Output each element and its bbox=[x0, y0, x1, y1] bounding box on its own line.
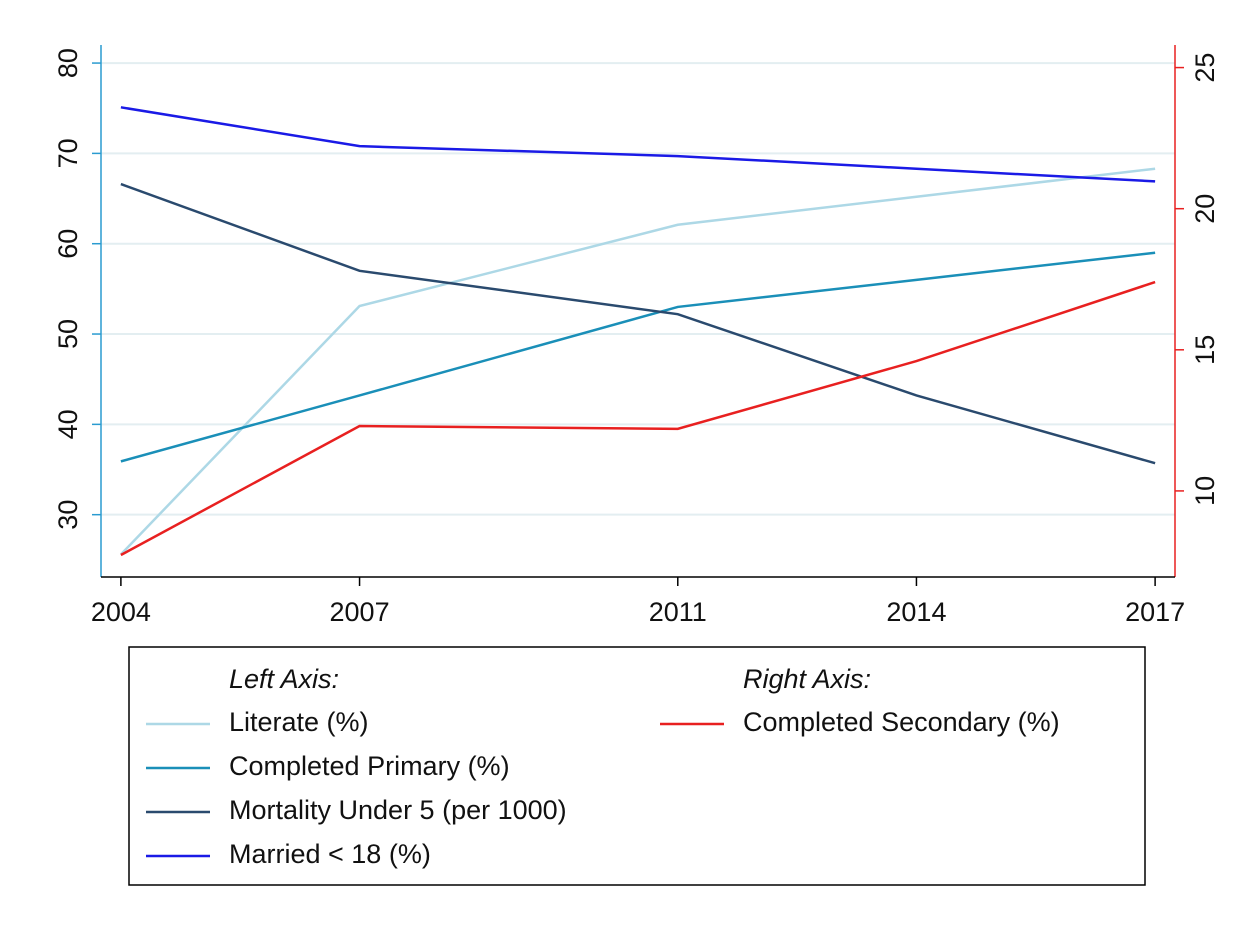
y2-tick-label: 20 bbox=[1190, 194, 1220, 224]
legend-title: Left Axis: bbox=[229, 664, 339, 694]
y2-tick-label: 25 bbox=[1190, 53, 1220, 83]
series-line bbox=[119, 167, 1156, 556]
series-line bbox=[120, 251, 1156, 463]
y-tick-label: 40 bbox=[53, 409, 83, 439]
series-line bbox=[120, 106, 1156, 183]
y-tick-label: 30 bbox=[53, 500, 83, 530]
y-tick-label: 60 bbox=[53, 229, 83, 259]
x-tick-label: 2011 bbox=[649, 597, 707, 627]
legend-label: Literate (%) bbox=[229, 707, 369, 737]
x-tick-label: 2017 bbox=[1125, 597, 1185, 627]
x-tick-label: 2004 bbox=[91, 597, 151, 627]
legend-label: Completed Primary (%) bbox=[229, 751, 510, 781]
series-line bbox=[120, 280, 1156, 557]
x-tick-label: 2014 bbox=[886, 597, 946, 627]
legend-label: Mortality Under 5 (per 1000) bbox=[229, 795, 567, 825]
legend-label: Married < 18 (%) bbox=[229, 839, 431, 869]
series-line bbox=[120, 182, 1156, 465]
y2-tick-label: 10 bbox=[1190, 476, 1220, 506]
y2-tick-label: 15 bbox=[1190, 335, 1220, 365]
x-tick-label: 2007 bbox=[330, 597, 390, 627]
legend-label: Completed Secondary (%) bbox=[743, 707, 1060, 737]
legend-box bbox=[128, 646, 1146, 886]
y-tick-label: 50 bbox=[53, 319, 83, 349]
y-tick-label: 80 bbox=[53, 48, 83, 78]
y-tick-label: 70 bbox=[53, 138, 83, 168]
legend-title: Right Axis: bbox=[743, 664, 871, 694]
